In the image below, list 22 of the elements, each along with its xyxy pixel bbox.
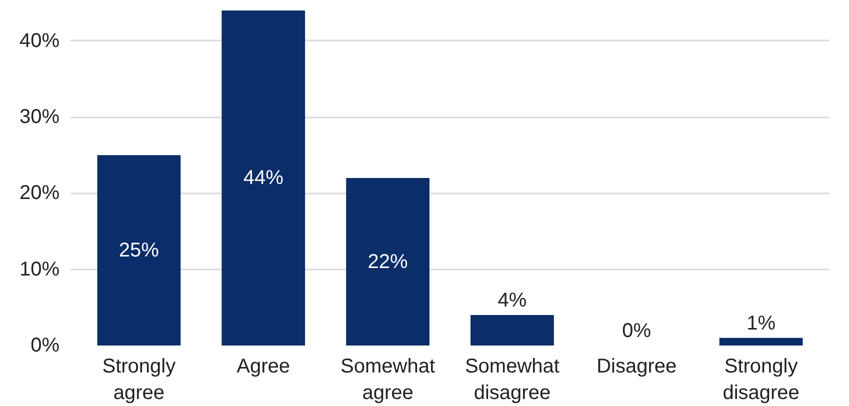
data-label: 44% [243, 167, 284, 189]
bar [470, 315, 554, 346]
bar [719, 338, 803, 346]
x-tick-label: Somewhat disagree [464, 356, 560, 404]
x-tick-label: Disagree [596, 356, 677, 378]
bar [97, 155, 181, 346]
bar [222, 10, 306, 346]
data-label: 22% [368, 250, 408, 273]
y-tick-label: 10% [19, 258, 60, 280]
data-label: 4% [498, 290, 527, 312]
y-tick-label: 30% [19, 106, 60, 128]
data-label: 1% [746, 312, 776, 335]
bar [346, 178, 430, 346]
data-label: 0% [622, 320, 652, 342]
y-tick-label: 0% [30, 334, 60, 356]
data-label: 25% [118, 239, 160, 262]
x-tick-label: Strongly agree [102, 356, 176, 404]
x-tick-label: Agree [236, 356, 290, 378]
x-tick-label: Somewhat agree [340, 356, 436, 404]
x-tick-label: Strongly disagree [722, 356, 800, 404]
y-tick-label: 40% [19, 30, 60, 52]
y-tick-label: 20% [19, 182, 60, 204]
